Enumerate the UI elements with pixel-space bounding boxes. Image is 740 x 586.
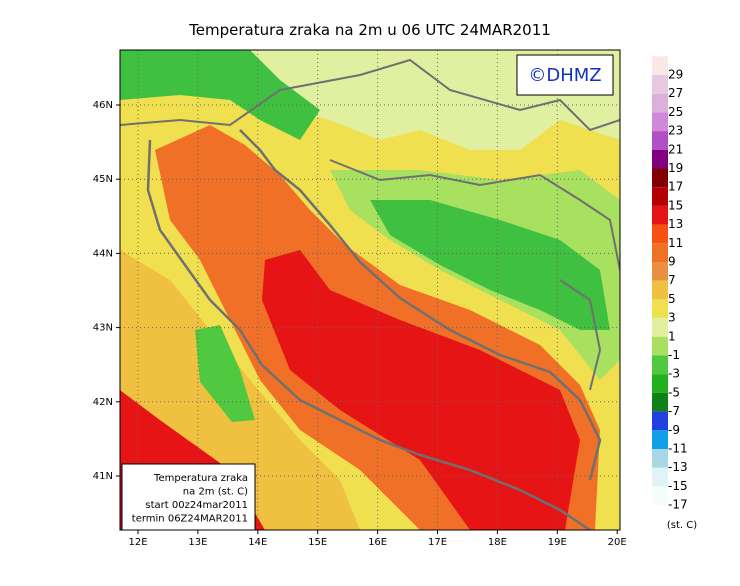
info-line: na 2m (st. C) xyxy=(183,487,248,498)
info-line: start 00z24mar2011 xyxy=(145,500,248,511)
colorbar-label: -3 xyxy=(668,367,680,381)
colorbar-label: -5 xyxy=(668,385,680,399)
logo-box xyxy=(516,54,614,96)
lat-label: 46N xyxy=(93,100,113,111)
colorbar-box xyxy=(652,411,668,431)
lon-label: 17E xyxy=(428,537,447,548)
lat-label: 42N xyxy=(93,397,113,408)
colorbar-box xyxy=(652,168,668,188)
colorbar-box xyxy=(652,93,668,113)
colorbar-label: 15 xyxy=(668,198,683,212)
colorbar-box xyxy=(652,280,668,300)
temperature-field xyxy=(120,50,620,530)
colorbar-box xyxy=(652,131,668,150)
colorbar-label: -7 xyxy=(668,404,680,418)
lat-label: 45N xyxy=(93,174,113,185)
colorbar-label: 27 xyxy=(668,86,683,100)
colorbar: 29 27 25 23 21 19 17 15 13 11 9 7 5 3 1 -1 -3 -5 -7 -9 -11 -1… xyxy=(652,56,688,512)
colorbar-label: -17 xyxy=(668,498,688,512)
info-box xyxy=(121,463,256,531)
info-text: Temperatura zraka na 2m (st. C) start 00z2… xyxy=(132,473,248,525)
colorbar-label: 3 xyxy=(668,311,676,325)
lat-label: 43N xyxy=(93,323,113,334)
colorbar-box xyxy=(652,392,668,412)
colorbar-label: 11 xyxy=(668,236,683,250)
colorbar-box xyxy=(652,187,668,206)
colorbar-box xyxy=(652,205,668,225)
info-line: termin 06Z24MAR2011 xyxy=(132,514,248,525)
colorbar-box xyxy=(652,486,668,506)
colorbar-box xyxy=(652,224,668,244)
colorbar-label: 9 xyxy=(668,255,676,269)
colorbar-label: -11 xyxy=(668,442,688,456)
colorbar-label: 17 xyxy=(668,180,683,194)
lon-label: 13E xyxy=(188,537,207,548)
colorbar-label: 5 xyxy=(668,292,676,306)
colorbar-box xyxy=(652,243,668,262)
colorbar-label: -13 xyxy=(668,460,688,474)
colorbar-label: -1 xyxy=(668,348,680,362)
colorbar-label: -9 xyxy=(668,423,680,437)
colorbar-label: 7 xyxy=(668,273,676,287)
colorbar-box xyxy=(652,336,668,356)
lon-label: 14E xyxy=(248,537,267,548)
lon-label: 20E xyxy=(608,537,627,548)
colorbar-box xyxy=(652,355,668,375)
colorbar-box xyxy=(652,449,668,468)
colorbar-label: 19 xyxy=(668,161,683,175)
graticule: 12E 13E 14E 15E 16E 17E 18E 19E 20E 46N 45N 44N 43N 4… xyxy=(93,50,627,548)
colorbar-box xyxy=(652,430,668,449)
colorbar-box xyxy=(652,149,668,169)
colorbar-box xyxy=(652,318,668,337)
lon-label: 18E xyxy=(488,537,507,548)
colorbar-box xyxy=(652,75,668,94)
lon-label: 16E xyxy=(368,537,387,548)
logo: ©DHMZ xyxy=(528,65,601,86)
lon-label: 19E xyxy=(548,537,567,548)
colorbar-label: 29 xyxy=(668,68,683,82)
info-line: Temperatura zraka xyxy=(153,473,248,484)
colorbar-label: 1 xyxy=(668,329,676,343)
colorbar-label: 25 xyxy=(668,105,683,119)
lat-label: 44N xyxy=(93,248,113,259)
lat-label: 41N xyxy=(93,471,113,482)
colorbar-box xyxy=(652,467,668,487)
lon-label: 15E xyxy=(308,537,327,548)
colorbar-label: -15 xyxy=(668,479,688,493)
colorbar-box xyxy=(652,299,668,319)
colorbar-label: 13 xyxy=(668,217,683,231)
colorbar-box xyxy=(652,56,668,75)
colorbar-label: 23 xyxy=(668,124,683,138)
lon-label: 12E xyxy=(128,537,147,548)
title: Temperatura zraka na 2m u 06 UTC 24MAR20… xyxy=(188,21,551,39)
colorbar-box xyxy=(652,374,668,393)
colorbar-label: 21 xyxy=(668,142,683,156)
map-frame xyxy=(119,49,621,531)
colorbar-box xyxy=(652,112,668,132)
colorbar-box xyxy=(652,262,668,281)
colorbar-unit: (st. C) xyxy=(667,520,697,531)
